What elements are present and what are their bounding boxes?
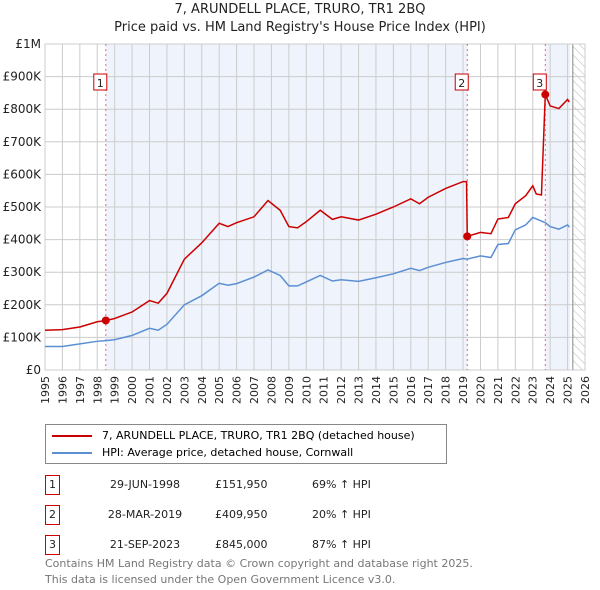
y-tick-label: £700K	[3, 135, 43, 149]
sale-label: 3	[536, 77, 543, 90]
sale-label-box	[93, 73, 108, 91]
sale-label: 2	[458, 77, 465, 90]
x-tick-label: 2021	[492, 376, 505, 404]
sale-date: 28-MAR-2019	[107, 508, 183, 521]
x-tick-label: 2000	[126, 376, 139, 404]
x-tick-label: 2019	[457, 376, 470, 404]
sale-row: 1 29-JUN-1998 £151,950 69% ↑ HPI	[45, 475, 445, 495]
legend: 7, ARUNDELL PLACE, TRURO, TR1 2BQ (detac…	[45, 424, 447, 464]
y-tick-label: £100K	[3, 330, 43, 344]
x-tick-label: 2025	[562, 376, 575, 404]
sale-row: 2 28-MAR-2019 £409,950 20% ↑ HPI	[45, 505, 445, 525]
x-tick-label: 1999	[109, 376, 122, 404]
x-tick-label: 2020	[474, 376, 487, 404]
sale-number: 2	[45, 505, 60, 525]
x-tick-label: 2003	[178, 376, 191, 404]
x-tick-label: 2002	[161, 376, 174, 404]
legend-swatch-hpi	[52, 451, 92, 454]
sale-hpi-diff: 87% ↑ HPI	[312, 538, 371, 551]
sale-price: £845,000	[215, 538, 268, 551]
x-tick-label: 2013	[353, 376, 366, 404]
y-tick-label: £400K	[3, 233, 43, 247]
footer-line-2: This data is licensed under the Open Gov…	[45, 573, 396, 586]
x-tick-label: 2004	[196, 376, 209, 404]
y-tick-label: £800K	[3, 102, 43, 116]
footer-line-1: Contains HM Land Registry data © Crown c…	[45, 557, 473, 570]
x-tick-label: 1997	[74, 376, 87, 404]
x-tick-label: 2024	[544, 376, 557, 404]
x-tick-label: 2018	[440, 376, 453, 404]
chart-subtitle: Price paid vs. HM Land Registry's House …	[114, 20, 486, 35]
sale-price: £409,950	[215, 508, 268, 521]
x-tick-label: 2026	[579, 376, 592, 404]
sale-label: 1	[97, 77, 104, 90]
x-tick-label: 2006	[231, 376, 244, 404]
x-tick-label: 2014	[370, 376, 383, 404]
sale-row: 3 21-SEP-2023 £845,000 87% ↑ HPI	[45, 535, 445, 555]
sale-number: 1	[45, 475, 60, 495]
sale-label-box	[454, 73, 469, 91]
legend-label-property: 7, ARUNDELL PLACE, TRURO, TR1 2BQ (detac…	[102, 429, 415, 442]
sale-hpi-diff: 69% ↑ HPI	[312, 478, 371, 491]
sale-date: 21-SEP-2023	[109, 538, 181, 551]
legend-swatch-property	[52, 434, 92, 437]
x-tick-label: 1998	[91, 376, 104, 404]
x-tick-label: 2017	[422, 376, 435, 404]
sale-label-box	[532, 73, 547, 91]
x-tick-label: 2023	[527, 376, 540, 404]
sale-date: 29-JUN-1998	[109, 478, 181, 491]
x-tick-label: 2008	[265, 376, 278, 404]
y-tick-label: £0	[26, 363, 41, 377]
plot-area: 1995 1996 1997 1998 1999 2000 2001 2002 2003 2004…	[3, 37, 592, 404]
y-tick-label: £900K	[3, 70, 43, 84]
sale-hpi-diff: 20% ↑ HPI	[312, 508, 371, 521]
x-tick-label: 1995	[39, 376, 52, 404]
x-tick-label: 2011	[318, 376, 331, 404]
chart-title: 7, ARUNDELL PLACE, TRURO, TR1 2BQ	[174, 2, 426, 17]
sale-price: £151,950	[215, 478, 268, 491]
sale-point	[463, 232, 472, 241]
x-tick-label: 2001	[144, 376, 157, 404]
x-tick-label: 1996	[56, 376, 69, 404]
x-tick-label: 2005	[213, 376, 226, 404]
sale-point	[541, 90, 550, 99]
x-tick-label: 2022	[509, 376, 522, 404]
x-tick-label: 2012	[335, 376, 348, 404]
x-tick-label: 2015	[387, 376, 400, 404]
x-tick-label: 2016	[405, 376, 418, 404]
sale-number: 3	[45, 535, 60, 555]
legend-label-hpi: HPI: Average price, detached house, Corn…	[102, 446, 354, 459]
hpi-line	[45, 216, 570, 348]
sale-point	[101, 316, 110, 325]
y-tick-label: £500K	[3, 200, 43, 214]
y-tick-label: £200K	[3, 298, 43, 312]
x-tick-label: 2007	[248, 376, 261, 404]
property-price-line	[44, 94, 570, 331]
x-tick-label: 2010	[300, 376, 313, 404]
y-tick-label: £300K	[3, 265, 43, 279]
y-tick-label: £600K	[3, 167, 43, 181]
plot-border	[44, 43, 586, 371]
x-tick-label: 2009	[283, 376, 296, 404]
y-tick-label: £1M	[15, 37, 41, 51]
